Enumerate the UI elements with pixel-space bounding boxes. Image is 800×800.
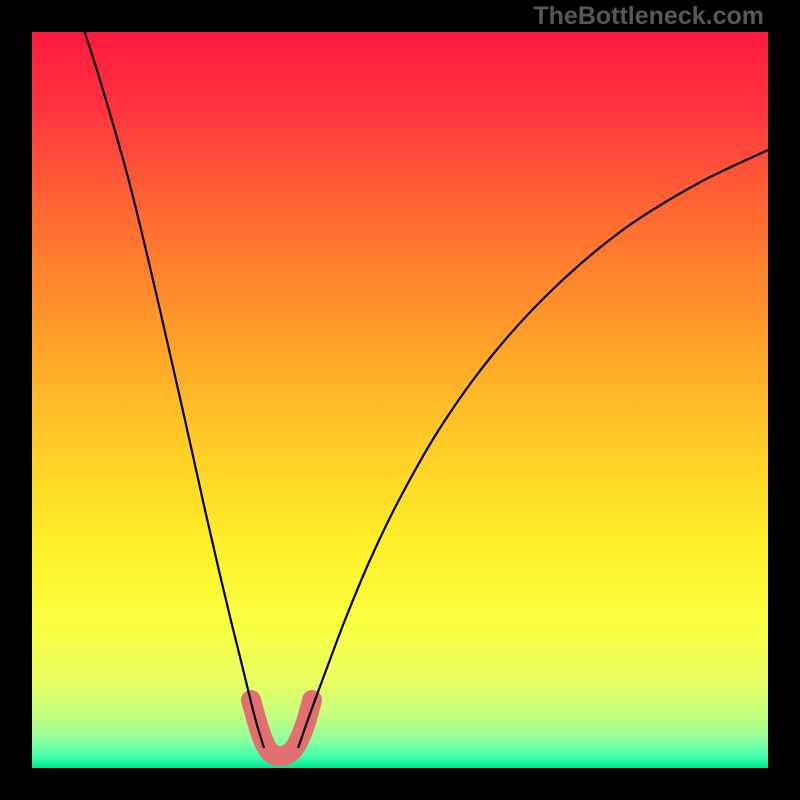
watermark-text: TheBottleneck.com: [533, 2, 764, 31]
bottleneck-chart: [0, 0, 800, 800]
gradient-background: [32, 32, 768, 768]
